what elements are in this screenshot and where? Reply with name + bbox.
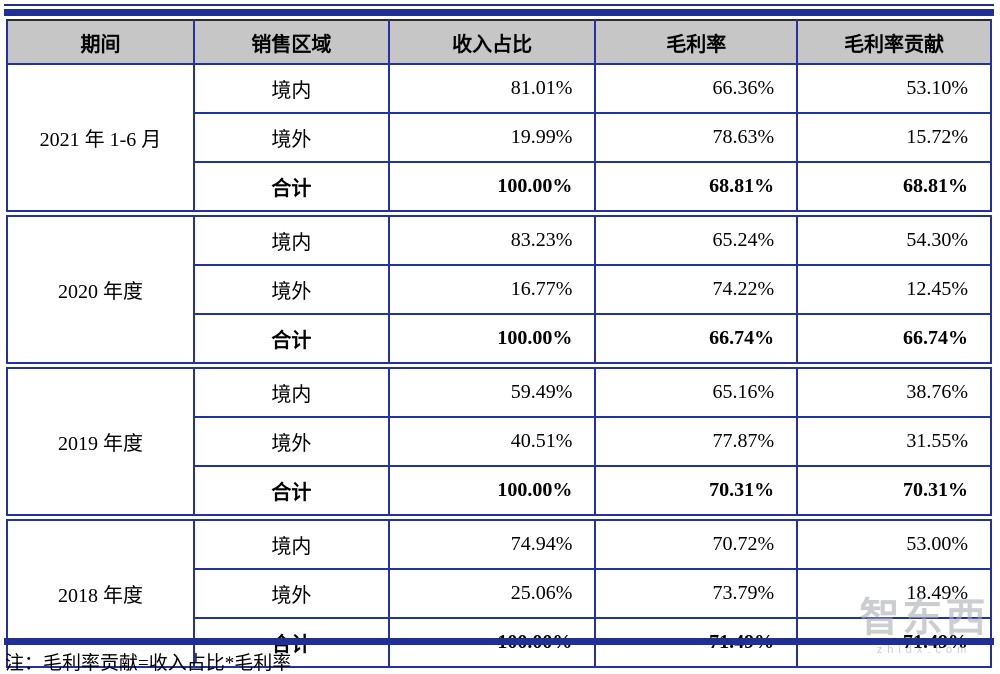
margin-contribution-cell: 70.31% xyxy=(796,465,992,519)
column-header-region: 销售区域 xyxy=(192,19,390,65)
gross-margin-cell: 74.22% xyxy=(594,264,799,315)
margin-contribution-cell: 15.72% xyxy=(796,112,992,163)
gross-margin-cell: 66.36% xyxy=(594,63,799,114)
top-thick-rule xyxy=(4,9,994,16)
column-header-revenue-share: 收入占比 xyxy=(387,19,597,65)
region-cell: 境内 xyxy=(192,362,390,418)
margin-contribution-cell: 31.55% xyxy=(796,416,992,467)
table-row: 境外 19.99% 78.63% 15.72% xyxy=(7,112,992,163)
revenue-share-cell: 100.00% xyxy=(387,161,597,215)
margin-contribution-cell: 53.00% xyxy=(796,514,992,570)
revenue-share-cell: 100.00% xyxy=(387,465,597,519)
top-thin-rule xyxy=(4,4,994,6)
margin-contribution-cell: 18.49% xyxy=(796,568,992,619)
revenue-share-cell: 83.23% xyxy=(387,210,597,266)
revenue-share-cell: 59.49% xyxy=(387,362,597,418)
bottom-thick-rule xyxy=(4,638,994,645)
revenue-share-cell: 25.06% xyxy=(387,568,597,619)
margin-contribution-cell: 53.10% xyxy=(796,63,992,114)
header-row: 期间 销售区域 收入占比 毛利率 毛利率贡献 xyxy=(6,19,992,65)
region-cell: 境内 xyxy=(192,210,390,266)
gross-margin-cell: 70.72% xyxy=(594,514,799,570)
gross-margin-cell: 66.74% xyxy=(594,313,799,367)
margin-contribution-cell: 68.81% xyxy=(796,161,992,215)
region-cell: 合计 xyxy=(192,313,390,367)
margin-contribution-cell: 38.76% xyxy=(796,362,992,418)
region-cell: 境外 xyxy=(192,112,390,163)
table-row: 2020 年度 境内 83.23% 65.24% 54.30% xyxy=(6,210,992,367)
revenue-share-cell: 100.00% xyxy=(387,313,597,367)
table-row: 2021 年 1-6 月境内 81.01% 66.36% 53.10% xyxy=(6,63,992,215)
table-row: 境外 25.06% 73.79% 18.49% xyxy=(7,568,992,619)
column-header-gross-margin: 毛利率 xyxy=(594,19,799,65)
gross-margin-cell: 65.16% xyxy=(594,362,799,418)
gross-margin-cell: 77.87% xyxy=(594,416,799,467)
table-row: 合计 100.00% 68.81% 68.81% xyxy=(7,161,992,215)
gross-margin-cell: 68.81% xyxy=(594,161,799,215)
margin-contribution-cell: 54.30% xyxy=(796,210,992,266)
region-cell: 境外 xyxy=(192,264,390,315)
margin-contribution-cell: 66.74% xyxy=(796,313,992,367)
footnote: 注：毛利率贡献=收入占比*毛利率 xyxy=(5,653,292,674)
revenue-share-cell: 40.51% xyxy=(387,416,597,467)
revenue-share-cell: 81.01% xyxy=(387,63,597,114)
table-row: 境外 40.51% 77.87% 31.55% xyxy=(7,416,992,467)
table-row: 合计 100.00% 66.74% 66.74% xyxy=(7,313,992,367)
region-cell: 境内 xyxy=(192,63,390,114)
gross-margin-cell: 73.79% xyxy=(594,568,799,619)
period-cell: 2021 年 1-6 月 xyxy=(6,63,195,215)
table-row: 2019 年度 境内 59.49% 65.16% 38.76% xyxy=(6,362,992,519)
region-cell: 境外 xyxy=(192,568,390,619)
table-header: 期间 销售区域 收入占比 毛利率 毛利率贡献 xyxy=(6,19,992,65)
revenue-share-cell: 74.94% xyxy=(387,514,597,570)
region-cell: 境外 xyxy=(192,416,390,467)
region-cell: 合计 xyxy=(192,465,390,519)
region-cell: 合计 xyxy=(192,161,390,215)
period-cell: 2020 年度 xyxy=(6,210,195,367)
margin-contribution-cell: 12.45% xyxy=(796,264,992,315)
table-row: 境外 16.77% 74.22% 12.45% xyxy=(7,264,992,315)
table-row: 合计 100.00% 70.31% 70.31% xyxy=(7,465,992,519)
region-cell: 境内 xyxy=(192,514,390,570)
gross-margin-cell: 70.31% xyxy=(594,465,799,519)
gross-margin-cell: 78.63% xyxy=(594,112,799,163)
column-header-period: 期间 xyxy=(6,19,195,65)
margin-contribution-table: 期间 销售区域 收入占比 毛利率 毛利率贡献 2021 年 1-6 月境内 81.… xyxy=(6,19,992,668)
table-body: 2021 年 1-6 月境内 81.01% 66.36% 53.10% 境外 19.99%… xyxy=(6,63,992,668)
revenue-share-cell: 16.77% xyxy=(387,264,597,315)
column-header-margin-contribution: 毛利率贡献 xyxy=(796,19,992,65)
gross-margin-cell: 65.24% xyxy=(594,210,799,266)
revenue-share-cell: 19.99% xyxy=(387,112,597,163)
table-row: 2018 年度 境内 74.94% 70.72% 53.00% xyxy=(6,514,992,668)
period-cell: 2019 年度 xyxy=(6,362,195,519)
